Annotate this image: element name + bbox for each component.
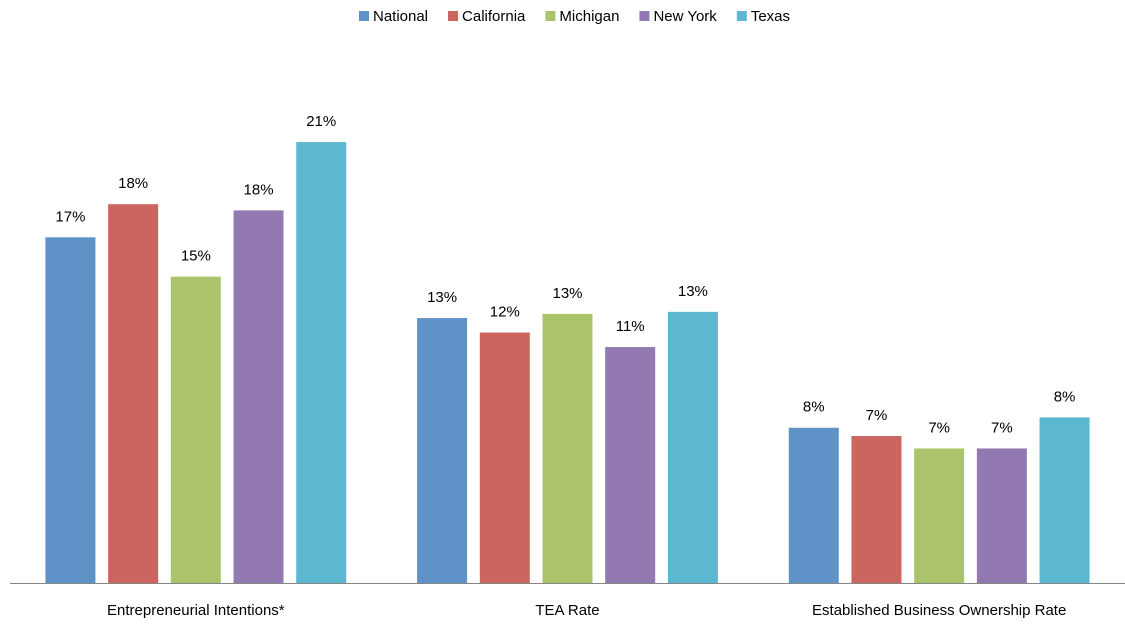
data-label: 17% <box>55 208 85 225</box>
data-label: 12% <box>490 303 520 320</box>
bar <box>605 347 656 583</box>
x-tick-label: Entrepreneurial Intentions* <box>107 602 285 619</box>
x-tick-label: Established Business Ownership Rate <box>812 602 1066 619</box>
bar <box>851 436 902 583</box>
data-label: 7% <box>866 407 888 424</box>
bar <box>667 311 718 583</box>
data-label: 7% <box>991 419 1013 436</box>
bar <box>108 204 159 583</box>
legend-swatch <box>545 11 556 21</box>
bar <box>788 427 839 583</box>
bar <box>479 332 530 583</box>
legend-swatch <box>736 11 747 21</box>
legend-label: New York <box>653 8 717 25</box>
legend-swatch <box>448 11 459 21</box>
data-label: 21% <box>306 113 336 130</box>
legend-swatch <box>358 11 369 21</box>
x-tick-label: TEA Rate <box>535 602 599 619</box>
bar <box>542 313 593 583</box>
data-label: 13% <box>427 289 457 306</box>
bar <box>914 448 965 583</box>
legend-label: Texas <box>751 8 790 25</box>
data-label: 13% <box>552 285 582 302</box>
bar <box>417 318 468 583</box>
data-label: 15% <box>181 248 211 265</box>
data-label: 8% <box>1054 388 1076 405</box>
bar <box>976 448 1027 583</box>
bar <box>233 210 284 583</box>
data-label: 13% <box>678 283 708 300</box>
legend-label: California <box>462 8 526 25</box>
bar <box>296 142 347 583</box>
legend-swatch <box>639 11 650 21</box>
bar <box>1039 417 1090 583</box>
data-label: 18% <box>118 175 148 192</box>
legend-label: National <box>373 8 428 25</box>
data-label: 8% <box>803 399 825 416</box>
data-label: 7% <box>928 419 950 436</box>
bar <box>170 276 221 583</box>
bar <box>45 237 96 583</box>
legend-label: Michigan <box>559 8 619 25</box>
data-label: 18% <box>244 181 274 198</box>
data-label: 11% <box>616 318 645 335</box>
